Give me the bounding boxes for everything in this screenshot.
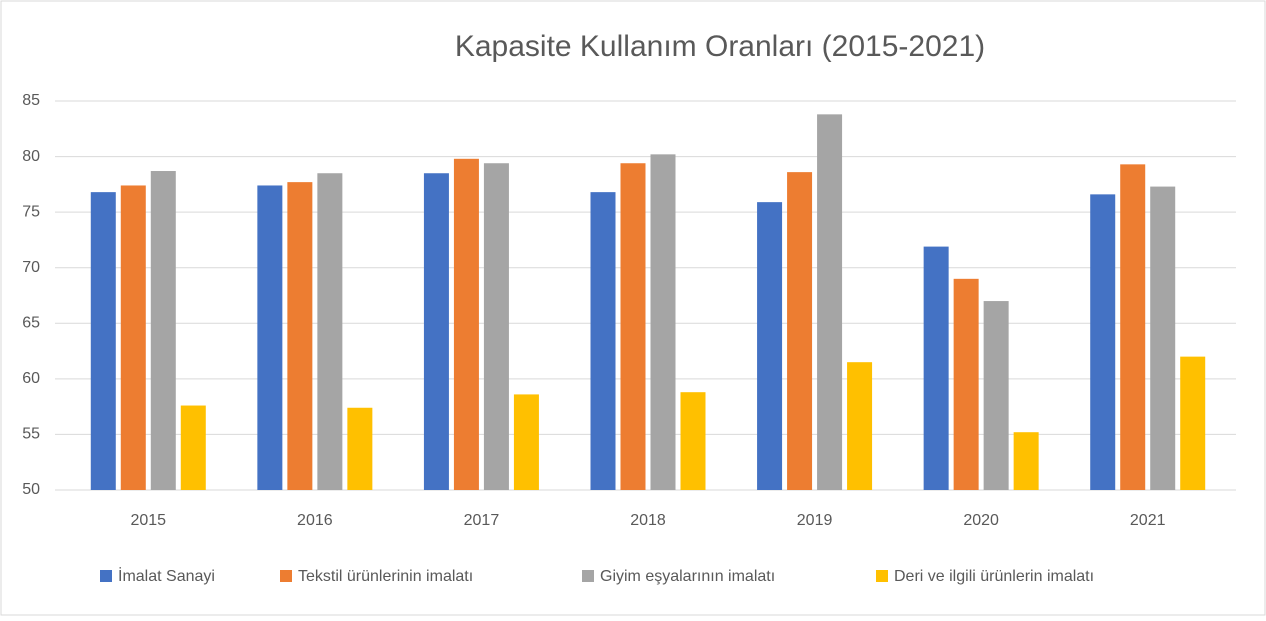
bar — [787, 172, 813, 491]
x-tick-label: 2020 — [963, 512, 999, 529]
bar — [620, 163, 646, 491]
legend-swatch — [582, 570, 594, 582]
bar — [513, 394, 539, 490]
legend-swatch — [876, 570, 888, 582]
bar — [650, 154, 676, 490]
y-tick-label: 55 — [22, 426, 40, 443]
bar — [120, 185, 146, 490]
bar — [953, 278, 979, 490]
bar — [180, 405, 206, 490]
y-tick-label: 65 — [22, 315, 40, 332]
legend-label: Tekstil ürünlerinin imalatı — [298, 568, 473, 585]
bar — [257, 185, 283, 490]
y-tick-label: 50 — [22, 481, 40, 498]
x-tick-label: 2019 — [797, 512, 833, 529]
bar — [90, 192, 116, 490]
x-tick-label: 2018 — [630, 512, 666, 529]
bar — [453, 158, 479, 490]
bar — [983, 301, 1009, 490]
legend-label: Giyim eşyalarının imalatı — [600, 568, 775, 585]
bar — [1120, 164, 1146, 490]
bar — [1013, 432, 1039, 490]
bar — [287, 182, 313, 491]
bar — [1150, 186, 1176, 490]
bar — [757, 202, 783, 490]
y-tick-label: 70 — [22, 259, 40, 276]
bar — [1180, 356, 1206, 490]
y-tick-label: 80 — [22, 148, 40, 165]
bar — [680, 392, 706, 490]
x-tick-label: 2016 — [297, 512, 333, 529]
x-tick-label: 2021 — [1130, 512, 1166, 529]
bar — [483, 163, 509, 491]
bar — [150, 171, 176, 490]
legend-label: İmalat Sanayi — [118, 566, 215, 585]
chart-title: Kapasite Kullanım Oranları (2015-2021) — [455, 30, 985, 63]
bar — [347, 407, 373, 490]
bar — [847, 362, 873, 490]
x-tick-label: 2017 — [464, 512, 500, 529]
bar — [423, 173, 449, 490]
legend-label: Deri ve ilgili ürünlerin imalatı — [894, 568, 1094, 585]
bar — [923, 246, 949, 490]
y-tick-label: 75 — [22, 203, 40, 220]
x-tick-label: 2015 — [130, 512, 166, 529]
bar — [1090, 194, 1116, 491]
legend-swatch — [100, 570, 112, 582]
bar — [317, 173, 343, 490]
bar — [817, 114, 843, 490]
legend-swatch — [280, 570, 292, 582]
y-tick-label: 60 — [22, 370, 40, 387]
bar — [590, 192, 616, 490]
y-tick-label: 85 — [22, 92, 40, 109]
